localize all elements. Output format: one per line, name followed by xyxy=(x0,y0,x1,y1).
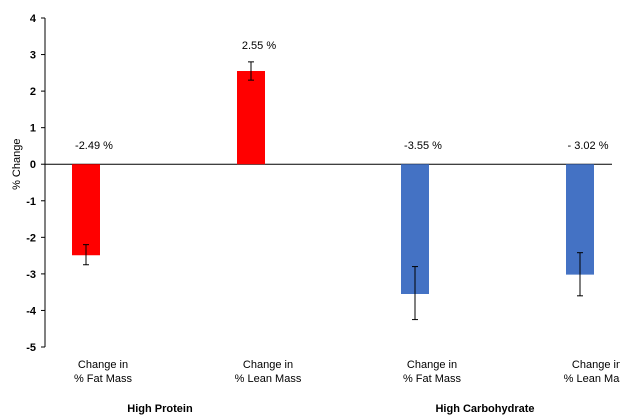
y-tick-label: 2 xyxy=(30,86,36,98)
y-tick-label: -1 xyxy=(26,196,36,208)
data-label: 2.55 % xyxy=(242,40,276,52)
y-tick-label: -4 xyxy=(26,305,37,317)
y-tick-label: -3 xyxy=(26,269,36,281)
group-title: High Protein xyxy=(127,403,193,415)
bar xyxy=(72,164,100,256)
data-label: -3.55 % xyxy=(404,140,442,152)
category-label-line1: Change in xyxy=(572,359,620,371)
category-label-line2: % Lean Mass xyxy=(235,373,302,385)
category-label-line1: Change in xyxy=(78,359,128,371)
data-label: -2.49 % xyxy=(75,140,113,152)
category-label-line2: % Fat Mass xyxy=(403,373,462,385)
category-label-line1: Change in xyxy=(243,359,293,371)
labels: -2.49 % Change in % Fat Mass 2.55 % Change i… xyxy=(74,40,620,415)
y-tick-label: 0 xyxy=(30,159,36,171)
bar xyxy=(237,71,265,165)
bars xyxy=(72,71,594,294)
category-label-line2: % Lean Mass xyxy=(564,373,620,385)
error-bars xyxy=(83,61,583,321)
y-tick-label: 1 xyxy=(30,123,36,135)
y-tick-label: -2 xyxy=(26,232,36,244)
y-tick-label: 4 xyxy=(30,13,37,25)
category-label-line1: Change in xyxy=(407,359,457,371)
y-axis-title: % Change xyxy=(11,139,23,190)
y-tick-label: 3 xyxy=(30,50,36,62)
group-title: High Carbohydrate xyxy=(435,403,534,415)
axes: 4 3 2 1 0 -1 -2 -3 -4 -5 % Change xyxy=(11,13,612,354)
data-label: - 3.02 % xyxy=(568,140,609,152)
y-tick-label: -5 xyxy=(26,342,36,354)
category-label-line2: % Fat Mass xyxy=(74,373,133,385)
